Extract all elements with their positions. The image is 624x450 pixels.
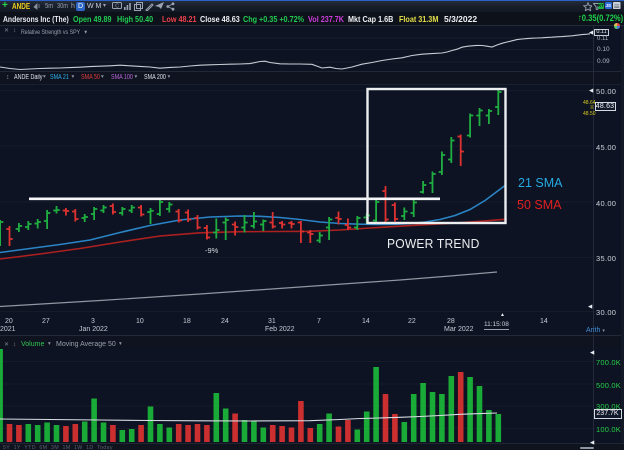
- svg-text:C: C: [115, 4, 119, 10]
